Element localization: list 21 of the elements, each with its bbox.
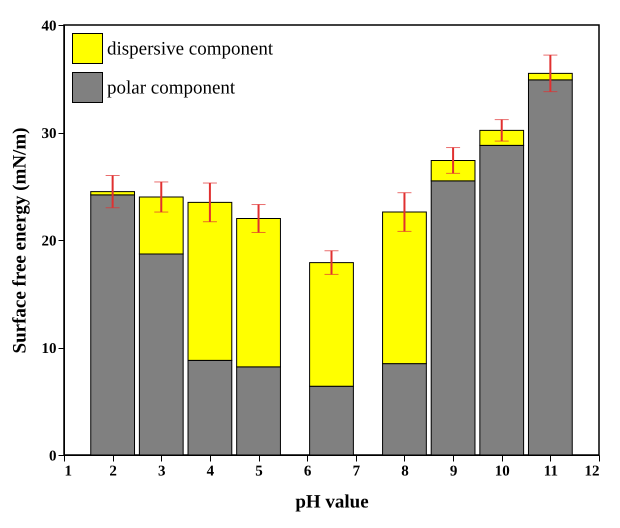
legend-label: polar component: [107, 78, 236, 98]
legend-label: dispersive component: [107, 38, 274, 60]
x-tick-label: 7: [352, 464, 361, 480]
x-tick-label: 9: [450, 464, 458, 480]
x-tick-label: 12: [584, 464, 600, 480]
x-tick-label: 11: [544, 464, 558, 480]
x-tick-label: 8: [401, 464, 409, 480]
y-axis-title: Surface free energy (mN/m): [10, 128, 30, 354]
x-tick-label: 5: [255, 464, 263, 480]
y-tick-label: 0: [49, 448, 56, 464]
x-tick-label: 10: [494, 464, 510, 480]
x-tick-label: 2: [109, 464, 117, 480]
x-tick-label: 1: [64, 464, 72, 480]
y-tick-label: 30: [42, 126, 56, 142]
x-axis-title: pH value: [295, 492, 369, 512]
x-tick-label: 6: [304, 464, 312, 480]
x-tick-label: 4: [206, 464, 215, 480]
x-tick-label: 3: [158, 464, 166, 480]
y-tick-label: 10: [42, 341, 56, 357]
y-tick-label: 40: [42, 18, 56, 34]
y-tick-label: 20: [42, 234, 56, 250]
